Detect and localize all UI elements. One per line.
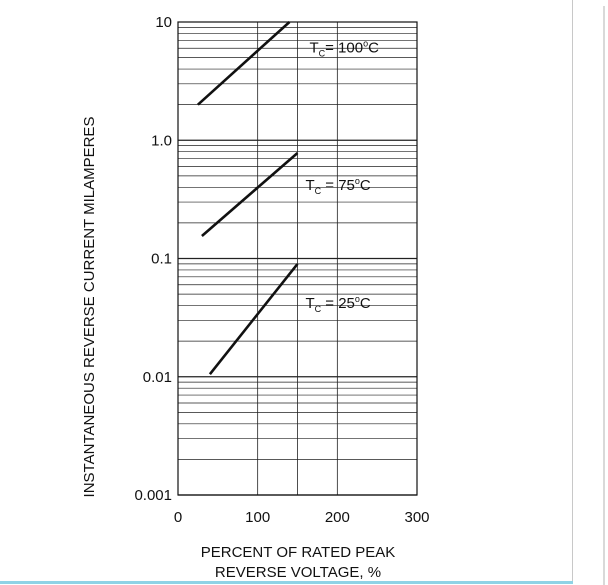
series-label-1: TC = 75oC (305, 176, 370, 196)
x-tick-labels: 0 100 200 300 (174, 509, 430, 526)
right-divider (603, 6, 605, 585)
bottom-divider (0, 581, 573, 584)
y-tick-label: 0.1 (151, 251, 172, 268)
y-axis-title: INSTANTANEOUS REVERSE CURRENT MILAMPERES (81, 117, 98, 498)
y-tick-label: 10 (155, 14, 172, 31)
x-tick-label: 200 (325, 509, 350, 526)
x-axis-title-line-1: PERCENT OF RATED PEAK (201, 544, 395, 561)
plot-area-border (177, 21, 418, 496)
series-line-1 (201, 152, 299, 237)
y-tick-label: 0.01 (143, 369, 172, 386)
series-line-2 (208, 263, 299, 376)
y-tick-label: 0.001 (134, 487, 172, 504)
x-tick-label: 300 (404, 509, 429, 526)
series-label-2: TC = 25oC (305, 294, 370, 314)
series-lines (197, 21, 299, 376)
series-labels: TC= 100oC TC = 75oC TC = 25oC (305, 39, 379, 314)
y-tick-labels: 0.001 0.01 0.1 1.0 10 (134, 14, 172, 504)
series-label-0: TC= 100oC (309, 39, 379, 59)
x-tick-label: 100 (245, 509, 270, 526)
figure-frame (572, 0, 573, 581)
series-line-0 (197, 21, 291, 106)
grid (178, 22, 417, 496)
y-tick-label: 1.0 (151, 132, 172, 149)
x-axis-title-line-2: REVERSE VOLTAGE, % (215, 564, 381, 581)
x-tick-label: 0 (174, 509, 182, 526)
